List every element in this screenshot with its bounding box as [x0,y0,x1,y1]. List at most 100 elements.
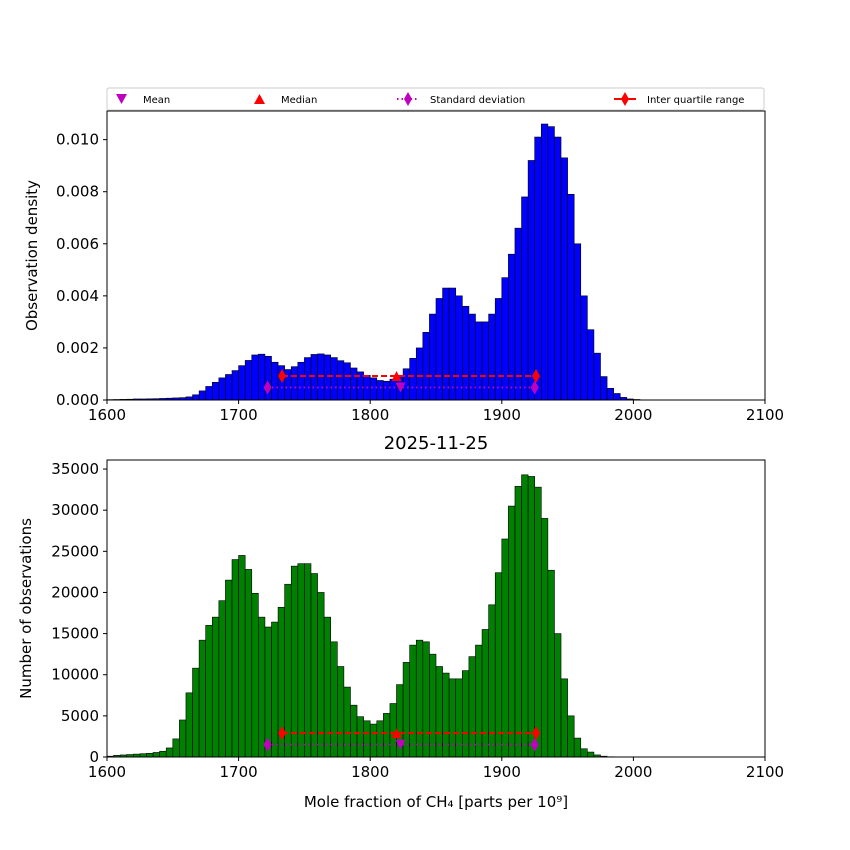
histogram-bar [587,751,595,758]
density-histogram-panel: 1600 1700 1800 1900 2000 21000.0000.0020.0040… [23,110,784,424]
histogram-bar [402,662,410,758]
histogram-bar [481,321,489,401]
iqr-upper-marker [532,726,541,741]
x-tick-label: 2000 [614,406,652,424]
y-tick-label: 5000 [61,707,99,725]
count-chart-title: 2025-11-25 [384,433,489,454]
density-x-ticks: 1600 1700 1800 1900 2000 2100 [88,400,784,424]
histogram-bar [323,616,332,758]
histogram-bar [514,227,522,401]
count-axes-frame [106,459,766,758]
y-tick-label: 0 [89,748,99,766]
histogram-bar [198,639,206,758]
histogram-bar [297,563,305,758]
histogram-bar [290,366,299,401]
histogram-bar [179,719,187,758]
histogram-bar [284,369,292,401]
x-tick-label: 2100 [746,763,784,781]
count-y-ticks: 0 5000 10000 15000 20000 25000 30000 35000 [51,460,107,766]
legend-std-label: Standard deviation [430,95,525,106]
y-tick-label: 10000 [51,666,99,684]
legend-iqr-label: Inter quartile range [647,95,744,106]
legend-iqr-marker [621,92,629,106]
legend-mean-label: Mean [143,95,170,106]
histogram-bar [297,361,305,401]
histogram-bar [606,387,614,401]
histogram-bar [540,518,549,758]
histogram-bar [350,367,358,401]
density-axes-frame [106,110,766,401]
x-tick-label: 1600 [88,763,126,781]
histogram-bar [455,295,463,401]
histogram-bar [383,380,391,401]
histogram-bar [475,644,483,758]
count-x-axis-label: Mole fraction of CH₄ [parts per 10⁹] [304,793,568,811]
histogram-bar [488,604,496,758]
histogram-bar [468,313,476,401]
histogram-bar [336,360,345,401]
histogram-bar [264,355,272,401]
histogram-bar [415,347,424,401]
histogram-bar [310,354,318,401]
histogram-bar [567,194,575,401]
median-marker [391,371,402,382]
histogram-bar [231,370,239,401]
histogram-bar [330,357,338,401]
histogram-bar [304,563,312,758]
histogram-bar [422,332,430,401]
histogram-bar [593,352,601,401]
y-tick-label: 0.002 [56,339,99,357]
histogram-bar [185,692,193,758]
histogram-bar [481,629,489,758]
y-tick-label: 35000 [51,460,99,478]
histogram-bar [613,393,621,401]
legend-item-median: Median [254,94,317,106]
histogram-bar [310,573,318,758]
legend: Mean Median Standard deviation Inter qua… [106,87,765,111]
histogram-bar [238,365,246,401]
histogram-bar [251,592,259,758]
histogram-bar [192,667,200,758]
std-lower-marker [263,380,272,395]
y-tick-label: 0.006 [56,235,99,253]
legend-item-mean: Mean [116,94,170,106]
histogram-bar [343,362,351,401]
histogram-bar [369,723,378,758]
x-tick-label: 1800 [351,406,389,424]
histogram-bar [521,474,529,758]
histogram-bar [573,737,582,758]
histogram-bar [514,486,522,758]
histogram-bar [218,377,226,401]
histogram-bar [468,656,476,758]
iqr-upper-marker [532,369,541,384]
x-tick-label: 1700 [220,406,258,424]
histogram-bar [225,374,233,401]
count-bars [106,474,614,758]
count-stat-markers [263,726,541,752]
legend-mean-marker [116,94,127,104]
x-tick-label: 2100 [746,406,784,424]
histogram-bar [205,386,213,401]
x-tick-label: 1600 [88,406,126,424]
std-lower-marker [263,737,272,752]
histogram-bar [501,538,509,758]
histogram-bar [534,486,542,758]
y-tick-label: 30000 [51,501,99,519]
histogram-bar [159,750,167,758]
histogram-bar [435,298,443,401]
histogram-bar [271,621,279,758]
histogram-bar [494,572,503,758]
histogram-bar [165,747,174,758]
histogram-bar [554,633,562,758]
histogram-bar [429,653,437,758]
histogram-bar [527,160,535,401]
histogram-bar [567,715,575,758]
histogram-bar [527,476,535,758]
histogram-bar [415,639,424,758]
histogram-bar [442,287,450,401]
histogram-bar [580,748,588,758]
y-tick-label: 20000 [51,583,99,601]
histogram-bar [231,559,239,758]
x-tick-label: 1700 [220,763,258,781]
